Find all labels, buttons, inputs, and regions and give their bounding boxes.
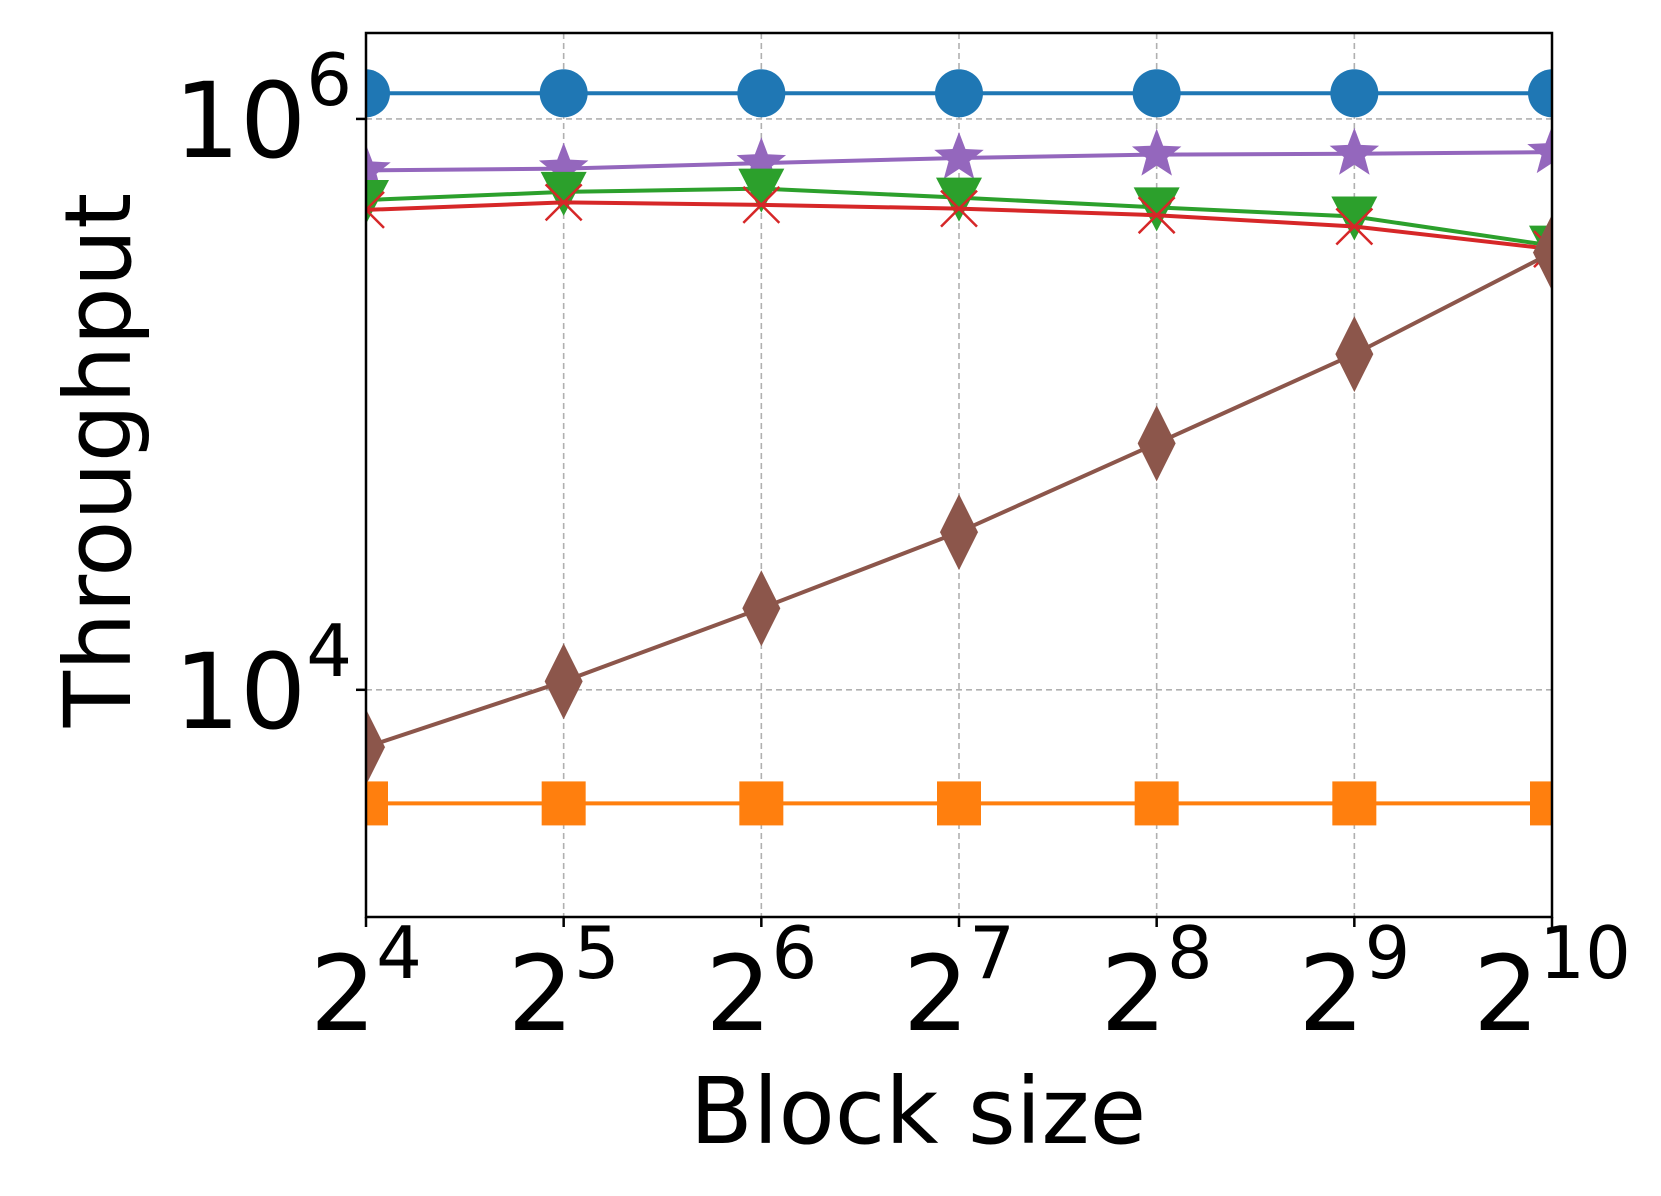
circle-marker [366,69,390,118]
diamond-marker [1137,405,1176,482]
x-marker [1335,207,1374,246]
x-axis-ticks: 24 25 26 27 28 29 210 [310,911,1631,1055]
x-tick-label: 26 [705,911,817,1055]
series-5 [366,214,1552,786]
series-3 [366,168,1552,270]
x-tick-label: 25 [508,911,620,1055]
circle-marker [935,69,983,118]
x-axis-label: Block size [690,1058,1146,1165]
x-marker [940,189,978,228]
x-tick-label: 24 [310,911,422,1055]
star-marker [538,142,589,190]
x-tick-label: 210 [1473,911,1631,1055]
triangle-marker [540,171,587,216]
x-tick-label: 29 [1298,911,1410,1055]
x-tick-label: 28 [1101,911,1213,1055]
series-1 [366,69,1552,118]
circle-marker [1132,69,1181,118]
circle-marker [1528,69,1552,118]
x-marker [544,183,583,222]
y-axis-ticks: 104 106 [174,38,366,753]
square-marker [1332,781,1377,826]
star-marker [934,131,984,179]
square-marker [739,781,784,826]
square-marker [1530,781,1552,826]
triangle-marker [738,168,785,213]
triangle-marker [366,179,389,224]
triangle-marker [1133,187,1180,232]
diamond-marker [1335,316,1374,393]
diamond-marker [366,709,385,786]
x-marker [366,191,385,229]
square-marker [937,781,981,826]
star-marker [366,144,391,192]
y-axis-label: Throughput [45,193,152,728]
x-tick-label: 27 [903,911,1015,1055]
series-2 [366,126,1552,192]
diamond-marker [1533,214,1552,291]
triangle-marker [936,177,982,222]
star-marker [1527,126,1552,174]
diamond-marker [742,570,781,647]
x-marker [742,185,781,224]
y-tick-label: 104 [174,609,352,753]
diamond-marker [940,494,978,571]
star-marker [1329,127,1380,175]
circle-marker [737,69,786,118]
data-series [366,69,1552,826]
square-marker [1134,781,1179,826]
circle-marker [1330,69,1379,118]
series-6 [366,781,1552,826]
x-marker [1137,196,1176,235]
square-marker [541,781,586,826]
series-4 [366,183,1552,268]
circle-marker [539,69,588,118]
diamond-marker [544,643,583,720]
star-marker [1131,128,1182,176]
star-marker [736,137,787,185]
triangle-marker [1331,196,1378,241]
y-tick-label: 106 [174,38,352,182]
square-marker [366,781,388,826]
